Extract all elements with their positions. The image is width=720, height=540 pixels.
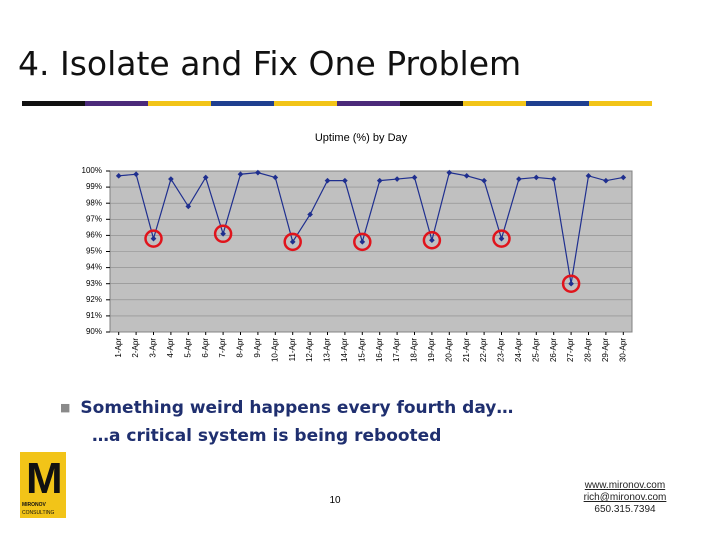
x-tick-label: 22-Apr [479, 338, 488, 362]
highlight-circle [561, 274, 581, 293]
logo-letter: M [26, 454, 63, 503]
x-tick-label: 16-Apr [375, 338, 384, 362]
point [115, 173, 122, 179]
title-rule [22, 101, 652, 106]
point [568, 280, 574, 287]
point [324, 177, 331, 184]
logo-name: MIRONOV [22, 502, 46, 508]
point [185, 203, 192, 210]
x-tick-label: 5-Apr [183, 338, 192, 358]
highlight-circle [144, 229, 163, 248]
point [394, 176, 400, 182]
point [463, 173, 470, 179]
point [498, 235, 505, 242]
y-tick-label: 96% [86, 231, 102, 240]
point [237, 171, 244, 178]
x-tick-label: 10-Apr [270, 338, 279, 362]
x-tick-label: 25-Apr [531, 338, 540, 362]
point [342, 177, 348, 184]
x-tick-label: 28-Apr [584, 338, 593, 362]
x-tick-label: 1-Apr [114, 338, 123, 358]
x-tick-label: 3-Apr [149, 338, 158, 358]
highlight-circle [492, 229, 511, 248]
point [620, 174, 627, 181]
line [118, 171, 624, 284]
point [168, 176, 174, 182]
highlight-circle [353, 232, 372, 252]
point [603, 177, 609, 184]
x-tick-label: 14-Apr [340, 338, 349, 362]
point [376, 177, 383, 184]
x-tick-label: 17-Apr [392, 338, 401, 362]
x-tick-label: 30-Apr [618, 338, 627, 362]
point [272, 174, 279, 181]
contact-line: 650.315.7394 [594, 504, 656, 515]
x-tick-label: 18-Apr [410, 338, 419, 362]
x-tick-label: 4-Apr [166, 338, 175, 358]
point [533, 174, 540, 181]
x-tick-label: 27-Apr [566, 338, 575, 362]
slide-title: 4. Isolate and Fix One Problem [18, 44, 522, 83]
contact: www.mironov.com rich@mironov.com 650.315… [560, 480, 690, 516]
y-tick-label: 91% [86, 311, 102, 320]
point [150, 235, 157, 242]
point [516, 176, 522, 182]
y-tick-label: 100% [82, 166, 102, 175]
bullet-list: ■ Something weird happens every fourth da… [60, 394, 513, 450]
x-tick-label: 2-Apr [131, 338, 140, 358]
contact-line: rich@mironov.com [583, 492, 667, 503]
y-tick-label: 90% [86, 327, 102, 336]
point [585, 173, 592, 179]
x-tick-label: 26-Apr [549, 338, 558, 362]
bullet-text: Something weird happens every fourth day… [80, 398, 514, 418]
point [202, 174, 209, 181]
y-tick-label: 92% [86, 295, 102, 304]
chart: Uptime (%) by Day 90% 91% 92% 93% 94% 95% 96% 9… [82, 132, 633, 362]
x-tick-label: 12-Apr [305, 338, 314, 362]
contact-line: www.mironov.com [584, 480, 666, 491]
point [255, 169, 261, 176]
point [446, 169, 453, 176]
bullet: ■ Something weird happens every fourth da… [60, 398, 514, 418]
x-tick-label: 9-Apr [253, 338, 262, 358]
point [411, 174, 418, 181]
y-tick-label: 95% [86, 247, 102, 256]
chart-title: Uptime (%) by Day [315, 132, 408, 144]
y-tick-label: 99% [86, 182, 102, 191]
x-tick-label: 24-Apr [514, 338, 523, 362]
y-tick-label: 98% [86, 198, 102, 207]
point [359, 239, 366, 245]
point [220, 230, 226, 237]
point [289, 239, 296, 245]
logo: M MIRONOV CONSULTING [20, 452, 66, 518]
x-tick-label: 8-Apr [236, 338, 245, 358]
point [307, 211, 313, 218]
y-tick-label: 93% [86, 279, 102, 288]
x-tick-label: 15-Apr [357, 338, 366, 362]
y-tick-label: 97% [86, 214, 102, 223]
x-tick-label: 7-Apr [218, 338, 227, 358]
x-tick-label: 20-Apr [444, 338, 453, 362]
x-tick-label: 11-Apr [288, 338, 297, 362]
highlight-circle [213, 224, 233, 244]
x-tick-label: 23-Apr [497, 338, 506, 362]
x-tick-label: 6-Apr [201, 338, 210, 358]
point [550, 176, 557, 182]
x-tick-label: 13-Apr [323, 338, 332, 362]
page-number: 10 [329, 495, 341, 506]
highlight-circle [422, 230, 442, 250]
point [133, 171, 139, 178]
x-tick-label: 21-Apr [462, 338, 471, 362]
point [481, 177, 487, 184]
x-tick-label: 29-Apr [601, 338, 610, 362]
logo-sub: CONSULTING [22, 510, 55, 516]
point [429, 237, 435, 244]
highlight-circle [283, 232, 302, 252]
bullet-text: …a critical system is being rebooted [92, 426, 442, 446]
y-tick-label: 94% [86, 263, 102, 272]
x-tick-label: 19-Apr [427, 338, 436, 362]
